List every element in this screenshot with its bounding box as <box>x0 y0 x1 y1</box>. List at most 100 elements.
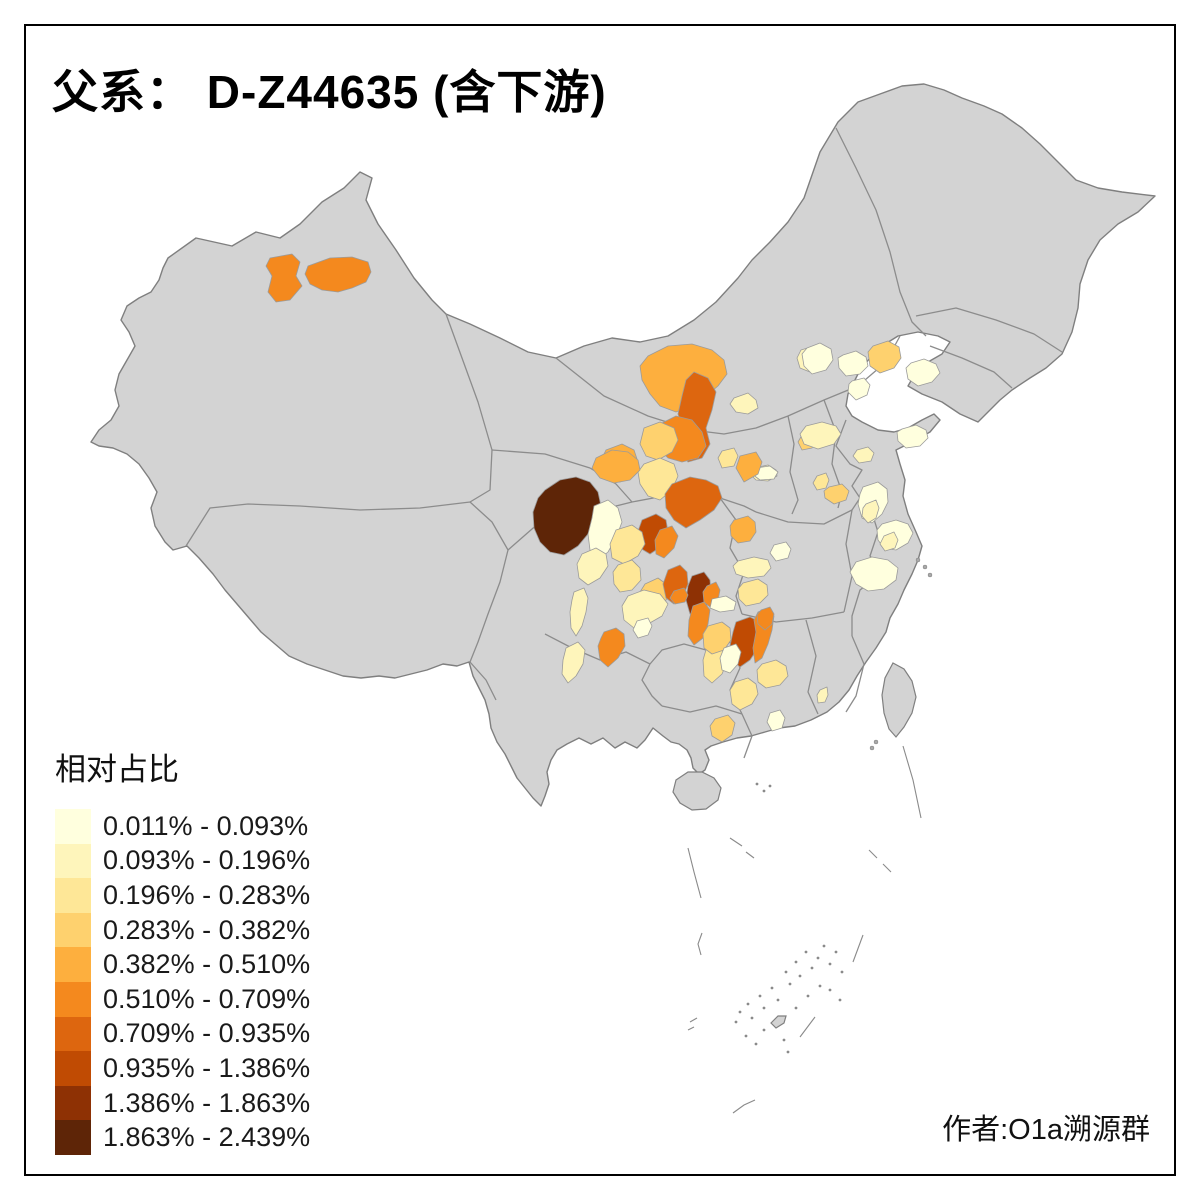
sea-boundary-dash <box>687 1026 695 1031</box>
sea-island-dot <box>838 998 842 1002</box>
island-hainan <box>672 771 722 811</box>
sea-boundary-dash <box>732 1099 756 1114</box>
sea-boundary-dash <box>729 837 743 847</box>
sea-island-dot <box>758 994 762 998</box>
prefecture-region-bin-2 <box>879 531 899 552</box>
prefecture-region-bin-6 <box>265 253 303 303</box>
sea-boundary-dash <box>902 745 922 819</box>
small-island-dot <box>873 739 879 745</box>
province-border <box>445 313 493 503</box>
sea-island-dot <box>834 950 838 954</box>
prefecture-region-bin-5 <box>591 449 641 484</box>
legend-row: 1.863% - 2.439% <box>55 1120 310 1155</box>
prefecture-region-bin-2 <box>861 499 880 524</box>
legend-label: 0.283% - 0.382% <box>103 914 311 945</box>
sea-island-dot <box>828 988 832 992</box>
prefecture-region-bin-2 <box>569 587 589 637</box>
sea-boundary-dash <box>687 847 702 899</box>
sea-island-dot <box>794 1006 798 1010</box>
legend-row: 1.386% - 1.863% <box>55 1085 311 1121</box>
legend-swatch <box>55 1085 91 1121</box>
sea-island-dot <box>822 944 826 948</box>
province-border <box>661 705 743 715</box>
prefecture-region-bin-10 <box>532 476 602 556</box>
province-border <box>555 335 901 435</box>
sea-island-dot <box>776 998 780 1002</box>
prefecture-region-bin-3 <box>737 578 769 607</box>
prefecture-region-bin-6 <box>597 627 626 668</box>
province-border <box>835 127 927 337</box>
legend-swatch <box>55 912 91 948</box>
legend-label: 1.863% - 2.439% <box>103 1122 311 1153</box>
prefecture-region-bin-1 <box>905 358 941 387</box>
prefecture-region-bin-1 <box>769 541 792 562</box>
island-taiwan <box>881 662 917 738</box>
sea-island-dot <box>788 982 792 986</box>
province-border <box>843 509 853 613</box>
legend-label: 0.196% - 0.283% <box>103 879 311 910</box>
small-island-dot <box>869 745 875 751</box>
sea-boundary-dash <box>852 934 864 963</box>
small-island-dot <box>927 572 933 578</box>
prefecture-region-bin-3 <box>812 472 830 491</box>
sea-island-dot <box>806 994 810 998</box>
province-border <box>185 501 471 547</box>
sea-island-dot <box>755 782 759 786</box>
prefecture-region-bin-3 <box>717 447 739 469</box>
prefecture-region-bin-3 <box>756 659 789 689</box>
legend-row: 0.283% - 0.382% <box>55 912 311 948</box>
sea-boundary-dash <box>697 932 703 956</box>
prefecture-region-bin-2 <box>816 686 829 704</box>
legend-title: 相对占比 <box>55 752 179 787</box>
sea-island-dot <box>762 1028 766 1032</box>
prefecture-region-bin-3 <box>729 677 759 711</box>
sea-island-dot <box>746 1002 750 1006</box>
prefecture-region-bin-4 <box>867 340 902 374</box>
prefecture-region-bin-4 <box>709 714 736 743</box>
sea-island-dot <box>754 1042 758 1046</box>
prefecture-region-bin-2 <box>561 641 586 684</box>
attribution-text: 作者:O1a溯源群 <box>942 1114 1150 1146</box>
legend-label: 0.510% - 0.709% <box>103 983 311 1014</box>
legend-row: 0.510% - 0.709% <box>55 981 311 1017</box>
legend-swatch <box>55 1051 91 1086</box>
province-border <box>915 307 1063 353</box>
sea-island-dot <box>784 970 788 974</box>
prefecture-region-bin-2 <box>852 446 875 464</box>
sea-boundary-dash <box>689 1017 698 1023</box>
prefecture-region-bin-5 <box>729 515 757 544</box>
prefecture-region-bin-3 <box>609 524 646 565</box>
sea-island-dot <box>840 970 844 974</box>
prefecture-region-bin-6 <box>654 525 679 559</box>
prefecture-region-bin-2 <box>799 421 842 450</box>
legend-row: 0.935% - 1.386% <box>55 1051 310 1086</box>
island-south-sea-islet <box>770 1015 787 1029</box>
prefecture-region-bin-2 <box>732 556 772 579</box>
sea-island-dot <box>762 789 766 793</box>
province-border <box>805 619 819 715</box>
sea-island-dot <box>786 1050 790 1054</box>
province-border <box>741 713 753 759</box>
legend-swatch <box>55 1016 91 1052</box>
prefecture-region-bin-1 <box>632 617 653 639</box>
sea-boundary-dash <box>882 863 892 873</box>
province-border <box>491 449 633 503</box>
legend-label: 1.386% - 1.863% <box>103 1087 311 1118</box>
province-border <box>929 345 1013 389</box>
province-border <box>469 501 509 663</box>
legend-row: 0.093% - 0.196% <box>55 843 310 879</box>
legend-label: 0.011% - 0.093% <box>103 810 309 841</box>
legend-label: 0.709% - 0.935% <box>103 1018 311 1049</box>
prefecture-region-bin-7 <box>664 476 723 529</box>
prefecture-region-bin-2 <box>729 392 759 415</box>
legend: 相对占比 0.011% - 0.093% 0.093% - 0.196% 0.196… <box>55 744 310 1155</box>
prefecture-region-bin-4 <box>823 483 850 505</box>
prefecture-region-bin-6 <box>756 606 775 631</box>
page-title: 父系： D-Z44635 (含下游) <box>52 66 607 118</box>
prefecture-region-bin-1 <box>766 709 786 732</box>
sea-island-dot <box>816 956 820 960</box>
sea-island-dot <box>770 986 774 990</box>
prefecture-region-bin-6 <box>304 256 372 293</box>
sea-island-dot <box>818 984 822 988</box>
province-border <box>755 509 853 525</box>
